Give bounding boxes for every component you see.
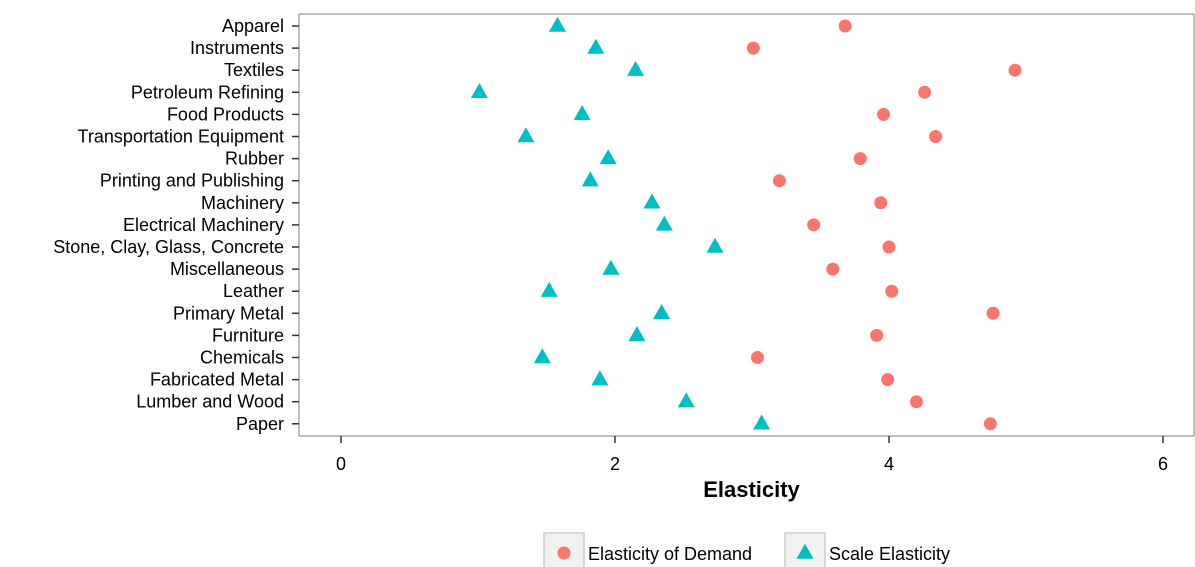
scale-elasticity-point: [591, 370, 609, 386]
scale-elasticity-point: [677, 392, 695, 408]
demand-elasticity-point: [986, 306, 1000, 320]
y-tick-label: Petroleum Refining: [131, 82, 284, 102]
scale-elasticity-point: [517, 127, 535, 143]
scale-elasticity-point: [599, 149, 617, 165]
scale-elasticity-point: [548, 16, 566, 32]
demand-elasticity-point: [1008, 63, 1022, 77]
demand-elasticity-point: [885, 284, 899, 298]
scale-elasticity-point: [602, 259, 620, 275]
scale-elasticity-point: [753, 414, 771, 430]
demand-elasticity-point: [877, 107, 891, 121]
y-tick-label: Rubber: [225, 149, 284, 169]
x-tick-label: 2: [610, 454, 620, 474]
scale-elasticity-point: [533, 348, 551, 364]
y-tick-label: Chemicals: [200, 348, 284, 368]
y-tick-label: Primary Metal: [173, 303, 284, 323]
x-tick-label: 6: [1158, 454, 1168, 474]
y-tick-label: Miscellaneous: [170, 259, 284, 279]
y-tick-label: Printing and Publishing: [100, 171, 284, 191]
legend: Elasticity of Demand Scale Elasticity: [543, 532, 950, 567]
legend-label: Scale Elasticity: [829, 544, 950, 564]
scale-elasticity-point: [540, 281, 558, 297]
demand-elasticity-point: [826, 262, 840, 276]
y-tick-label: Instruments: [190, 38, 284, 58]
y-tick-label: Stone, Clay, Glass, Concrete: [53, 237, 284, 257]
demand-elasticity-point: [838, 19, 852, 33]
demand-elasticity-point: [870, 328, 884, 342]
scale-elasticity-point: [581, 171, 599, 187]
legend-circle-icon: [557, 546, 571, 560]
y-tick-label: Electrical Machinery: [123, 215, 284, 235]
demand-elasticity-point: [746, 41, 760, 55]
demand-elasticity-point: [807, 218, 821, 232]
y-tick-label: Furniture: [212, 325, 284, 345]
y-tick-label: Fabricated Metal: [150, 370, 284, 390]
plot-panel: [299, 14, 1194, 436]
x-axis-title: Elasticity: [703, 477, 800, 502]
scale-elasticity-point: [653, 304, 671, 319]
demand-elasticity-point: [909, 395, 923, 409]
y-tick-label: Machinery: [201, 193, 284, 213]
y-tick-label: Leather: [223, 281, 284, 301]
legend-label: Elasticity of Demand: [588, 544, 752, 564]
plot-area: [298, 13, 1195, 437]
x-axis-ticks: 0 2 4 6: [336, 436, 1168, 474]
demand-elasticity-point: [881, 373, 895, 387]
scale-elasticity-point: [655, 215, 673, 231]
scale-elasticity-point: [470, 83, 488, 98]
x-tick-label: 4: [884, 454, 894, 474]
demand-elasticity-point: [983, 417, 997, 431]
demand-elasticity-point: [929, 130, 943, 143]
y-tick-label: Transportation Equipment: [78, 127, 284, 147]
scale-elasticity-point: [627, 60, 645, 76]
scale-elasticity-point: [643, 193, 661, 209]
demand-elasticity-point: [750, 351, 764, 364]
y-tick-label: Lumber and Wood: [136, 392, 284, 412]
scale-elasticity-point: [573, 105, 591, 121]
legend-triangle-icon: [796, 543, 814, 559]
demand-elasticity-point: [772, 174, 786, 188]
x-tick-label: 0: [336, 454, 346, 474]
scale-elasticity-point: [587, 38, 605, 54]
scale-elasticity-point: [706, 237, 724, 253]
demand-elasticity-point: [853, 152, 867, 166]
y-tick-label: Food Products: [167, 104, 284, 124]
y-tick-label: Apparel: [222, 16, 284, 36]
data-marks: [470, 16, 1022, 431]
demand-elasticity-point: [918, 85, 932, 99]
y-tick-label: Textiles: [224, 60, 284, 80]
demand-elasticity-point: [874, 196, 888, 210]
y-tick-label: Paper: [236, 414, 284, 434]
demand-elasticity-point: [882, 240, 896, 254]
scale-elasticity-point: [628, 326, 646, 342]
